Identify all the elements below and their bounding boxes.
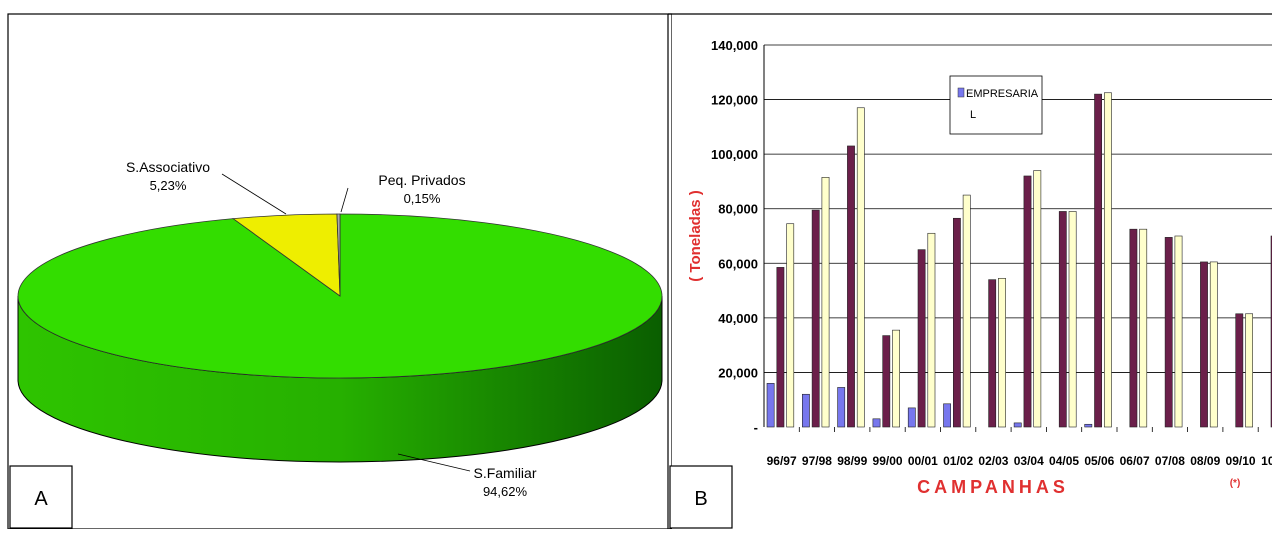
y-tick-label: 80,000 [718, 202, 758, 217]
slice-label-privados: Peq. Privados [378, 172, 465, 188]
bar-2-07-08 [1174, 235, 1183, 428]
x-tick-label: 06/07 [1120, 454, 1150, 468]
bar-2-96-97 [786, 223, 795, 428]
bar-0-99-00 [872, 418, 881, 428]
bar-1-08-09 [1200, 261, 1208, 428]
bar-0-01-02 [943, 403, 951, 428]
y-tick-label: 40,000 [718, 311, 758, 326]
bar-2-01-02 [962, 194, 971, 428]
y-tick-label: 60,000 [718, 256, 758, 271]
pie-panel-label-box: A [9, 465, 73, 529]
bar-2-00-01 [927, 232, 936, 428]
y-tick-label: 100,000 [711, 147, 758, 162]
bar-1-09-10 [1235, 313, 1244, 428]
x-tick-label: 04/05 [1049, 454, 1079, 468]
bar-2-98-99 [856, 107, 865, 428]
x-tick-label: 05/06 [1084, 454, 1114, 468]
x-tick-label: 99/00 [873, 454, 903, 468]
bar-1-05-06 [1094, 93, 1102, 428]
x-tick-label: 09/10 [1226, 454, 1256, 468]
legend: EMPRESARIA L [949, 75, 1043, 135]
x-axis-label: CAMPANHAS [917, 477, 1069, 497]
pie-chart-svg: S.Familiar 94,62% S.Associativo 5,23% Peq. P… [7, 13, 673, 530]
x-tick-label: 97/98 [802, 454, 832, 468]
bar-chart-panel: - 20,000 40,000 60,000 80,000 100,000 120,000 1… [660, 0, 1272, 529]
leader-line-privados [340, 187, 349, 213]
slice-label-familiar: S.Familiar [473, 465, 536, 481]
slice-label-associativo: S.Associativo [126, 159, 210, 175]
legend-label-line1: EMPRESARIA [966, 88, 1039, 100]
y-tick-label: 20,000 [718, 365, 758, 380]
bar-1-99-00 [882, 335, 891, 428]
footnote-marker: (*) [1230, 478, 1241, 489]
x-tick-label: 03/04 [1014, 454, 1044, 468]
bar-2-97-98 [821, 177, 830, 428]
bar-1-01-02 [952, 217, 961, 428]
bar-1-07-08 [1164, 237, 1173, 428]
pie-chart-panel: S.Familiar 94,62% S.Associativo 5,23% Peq. P… [7, 13, 673, 530]
leader-line-familiar [397, 453, 471, 472]
bar-1-03-04 [1023, 175, 1032, 428]
x-tick-label: 98/99 [837, 454, 867, 468]
leader-line-associativo [221, 173, 287, 215]
pie-plot: S.Familiar 94,62% S.Associativo 5,23% Peq. P… [17, 159, 663, 499]
bar-1-04-05 [1058, 211, 1067, 428]
bar-0-03-04 [1013, 422, 1022, 428]
bar-0-05-06 [1084, 423, 1093, 428]
y-tick-label: 120,000 [711, 93, 758, 108]
bar-1-98-99 [847, 145, 855, 428]
bar-panel-label-box: B [669, 465, 733, 529]
x-tick-label: 07/08 [1155, 454, 1185, 468]
bar-0-00-01 [907, 407, 916, 428]
slice-value-associativo: 5,23% [150, 178, 187, 193]
x-tick-label: 10/11 [1261, 454, 1272, 468]
x-tick-label: 08/09 [1190, 454, 1220, 468]
pie-slice-peq-privados [336, 213, 341, 297]
legend-label-line2: L [970, 109, 976, 121]
bar-2-08-09 [1209, 261, 1218, 428]
x-tick-label: 96/97 [767, 454, 797, 468]
x-tick-label: 00/01 [908, 454, 938, 468]
bar-plot: - 20,000 40,000 60,000 80,000 100,000 120,000 1… [711, 38, 1272, 468]
slice-value-familiar: 94,62% [483, 484, 528, 499]
x-tick-label: 02/03 [978, 454, 1008, 468]
bar-2-05-06 [1103, 92, 1112, 428]
bar-2-02-03 [998, 277, 1006, 428]
bar-2-06-07 [1139, 228, 1148, 428]
slice-value-privados: 0,15% [404, 191, 441, 206]
bar-2-04-05 [1068, 211, 1077, 428]
bar-1-96-97 [776, 267, 785, 428]
bar-2-03-04 [1033, 170, 1042, 428]
bar-1-02-03 [988, 279, 997, 428]
bar-0-97-98 [802, 393, 810, 428]
y-axis-label: ( Toneladas ) [687, 190, 704, 281]
x-tick-label: 01/02 [943, 454, 973, 468]
bar-1-97-98 [811, 209, 820, 428]
bar-0-98-99 [837, 387, 846, 428]
bar-chart-svg: - 20,000 40,000 60,000 80,000 100,000 120,000 1… [667, 13, 1272, 529]
panel-label-a: A [34, 488, 48, 510]
y-tick-label: 140,000 [711, 38, 758, 53]
bar-1-00-01 [917, 249, 926, 428]
panel-label-b: B [694, 488, 707, 510]
y-tick-label: - [754, 420, 758, 435]
bar-0-96-97 [766, 383, 775, 428]
bar-2-09-10 [1245, 313, 1253, 428]
legend-swatch [957, 87, 965, 98]
legend-box [949, 75, 1043, 135]
bar-1-06-07 [1129, 228, 1138, 428]
bar-2-99-00 [892, 329, 900, 428]
